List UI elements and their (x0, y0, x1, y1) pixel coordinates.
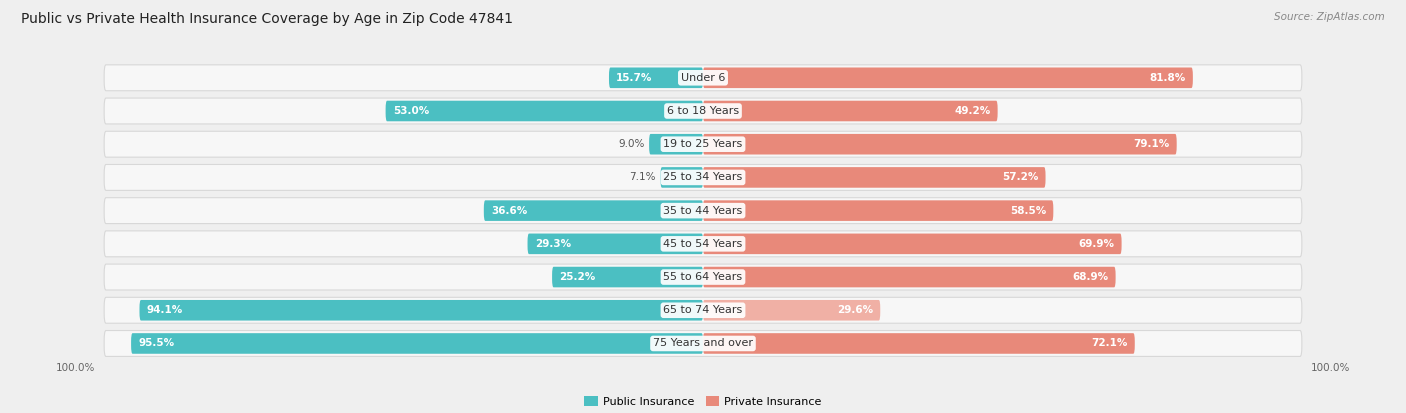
FancyBboxPatch shape (104, 330, 1302, 356)
Text: 7.1%: 7.1% (630, 172, 655, 183)
FancyBboxPatch shape (609, 67, 703, 88)
Text: 68.9%: 68.9% (1073, 272, 1108, 282)
Text: 75 Years and over: 75 Years and over (652, 339, 754, 349)
FancyBboxPatch shape (703, 300, 880, 320)
FancyBboxPatch shape (527, 233, 703, 254)
Text: Source: ZipAtlas.com: Source: ZipAtlas.com (1274, 12, 1385, 22)
Text: 53.0%: 53.0% (392, 106, 429, 116)
FancyBboxPatch shape (104, 164, 1302, 190)
FancyBboxPatch shape (703, 233, 1122, 254)
Text: Under 6: Under 6 (681, 73, 725, 83)
Text: 6 to 18 Years: 6 to 18 Years (666, 106, 740, 116)
FancyBboxPatch shape (703, 101, 998, 121)
FancyBboxPatch shape (661, 167, 703, 188)
Text: 55 to 64 Years: 55 to 64 Years (664, 272, 742, 282)
Text: 58.5%: 58.5% (1010, 206, 1046, 216)
FancyBboxPatch shape (104, 297, 1302, 323)
Text: 65 to 74 Years: 65 to 74 Years (664, 305, 742, 315)
FancyBboxPatch shape (104, 65, 1302, 91)
Text: 9.0%: 9.0% (619, 139, 644, 149)
Text: 81.8%: 81.8% (1150, 73, 1185, 83)
FancyBboxPatch shape (703, 333, 1135, 354)
Text: 49.2%: 49.2% (955, 106, 990, 116)
FancyBboxPatch shape (104, 131, 1302, 157)
FancyBboxPatch shape (104, 198, 1302, 223)
Text: 25 to 34 Years: 25 to 34 Years (664, 172, 742, 183)
FancyBboxPatch shape (703, 67, 1192, 88)
Text: 100.0%: 100.0% (1310, 363, 1350, 373)
FancyBboxPatch shape (484, 200, 703, 221)
Text: 19 to 25 Years: 19 to 25 Years (664, 139, 742, 149)
Text: 36.6%: 36.6% (491, 206, 527, 216)
Text: 29.6%: 29.6% (837, 305, 873, 315)
Text: 100.0%: 100.0% (56, 363, 96, 373)
FancyBboxPatch shape (104, 264, 1302, 290)
FancyBboxPatch shape (650, 134, 703, 154)
Text: 25.2%: 25.2% (560, 272, 596, 282)
FancyBboxPatch shape (104, 98, 1302, 124)
Text: 72.1%: 72.1% (1091, 339, 1128, 349)
FancyBboxPatch shape (131, 333, 703, 354)
Text: 29.3%: 29.3% (534, 239, 571, 249)
Text: 35 to 44 Years: 35 to 44 Years (664, 206, 742, 216)
FancyBboxPatch shape (703, 267, 1115, 287)
FancyBboxPatch shape (385, 101, 703, 121)
Legend: Public Insurance, Private Insurance: Public Insurance, Private Insurance (579, 392, 827, 411)
FancyBboxPatch shape (139, 300, 703, 320)
FancyBboxPatch shape (703, 134, 1177, 154)
FancyBboxPatch shape (104, 231, 1302, 257)
FancyBboxPatch shape (703, 167, 1046, 188)
Text: 15.7%: 15.7% (616, 73, 652, 83)
Text: 95.5%: 95.5% (138, 339, 174, 349)
FancyBboxPatch shape (553, 267, 703, 287)
Text: 69.9%: 69.9% (1078, 239, 1115, 249)
Text: 45 to 54 Years: 45 to 54 Years (664, 239, 742, 249)
FancyBboxPatch shape (703, 200, 1053, 221)
Text: Public vs Private Health Insurance Coverage by Age in Zip Code 47841: Public vs Private Health Insurance Cover… (21, 12, 513, 26)
Text: 57.2%: 57.2% (1002, 172, 1039, 183)
Text: 79.1%: 79.1% (1133, 139, 1170, 149)
Text: 94.1%: 94.1% (146, 305, 183, 315)
